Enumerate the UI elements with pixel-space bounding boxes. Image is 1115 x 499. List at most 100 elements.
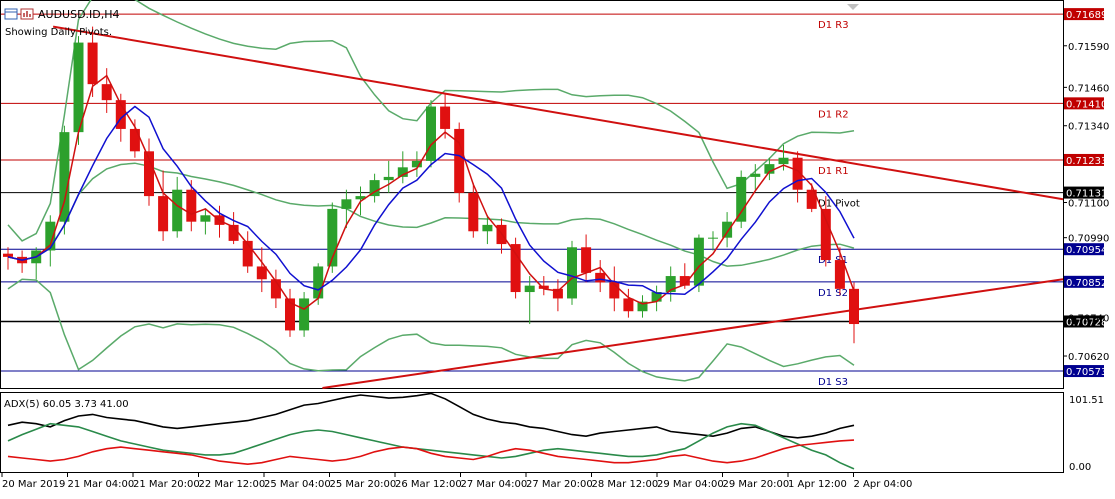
candle-body — [186, 189, 197, 222]
candle-body — [426, 106, 436, 161]
pivot-level-name: D1 R1 — [818, 166, 849, 177]
candle-body — [510, 244, 521, 293]
candle-body — [482, 224, 493, 232]
candle-body — [73, 42, 84, 133]
time-tick-label: 28 Mar 12:00 — [592, 479, 659, 490]
candle-body — [623, 298, 634, 312]
candle-body — [806, 189, 817, 209]
adx-label: ADX(5) 60.05 3.73 41.00 — [4, 399, 129, 410]
candle-body — [172, 189, 183, 232]
candle-body — [200, 215, 211, 222]
candle-body — [87, 42, 98, 85]
symbol-title: AUDUSD.ID,H4 — [38, 8, 120, 21]
candle-body — [552, 288, 563, 299]
pivot-level-tag — [1064, 275, 1104, 288]
candle-body — [693, 237, 704, 286]
candle-body — [256, 266, 267, 280]
adx-plus-di-line — [7, 422, 855, 470]
time-tick-label: 2 Apr 04:00 — [854, 479, 913, 490]
pivot-level-tag — [1064, 97, 1104, 110]
pivot-level-value: 0.70954 — [1066, 245, 1107, 256]
candle-body — [609, 282, 620, 299]
candle-body — [595, 272, 606, 283]
pivot-level-tag — [1064, 153, 1104, 166]
chart-shift-marker[interactable] — [847, 4, 859, 10]
price-tick-label: 0.71340 — [1068, 122, 1109, 133]
candle-body — [270, 279, 281, 299]
candle-body — [101, 84, 112, 101]
time-tick-label: 21 Mar 20:00 — [133, 479, 200, 490]
adx-main-line — [7, 392, 855, 439]
candle-body — [440, 106, 451, 129]
time-tick-label: 21 Mar 04:00 — [68, 479, 135, 490]
price-tick-label: 0.70990 — [1068, 234, 1109, 245]
pivot-level-name: D1 S3 — [818, 377, 848, 388]
candle-body — [651, 292, 662, 302]
candle-body — [764, 164, 775, 174]
pivot-level-tag — [1064, 186, 1104, 199]
time-tick-label: 25 Mar 04:00 — [264, 479, 331, 490]
candle-body — [538, 285, 549, 289]
price-tick-label: 0.70740 — [1068, 314, 1109, 325]
candle-body — [383, 176, 394, 181]
candle-body — [778, 157, 789, 165]
current-price-value: 0.70728 — [1066, 317, 1107, 328]
time-tick-label: 29 Mar 20:00 — [723, 479, 790, 490]
main-plot-frame — [0, 0, 1064, 389]
candle-body — [750, 173, 761, 177]
candle-body — [285, 298, 295, 331]
candle-body — [397, 167, 408, 177]
pivot-subtitle: Showing Daily Pivots. — [5, 27, 112, 38]
candle-body — [369, 180, 380, 197]
price-axis-layer: 0.71590 0.71460 0.71340 0.71100 0.70990 0.707… — [1063, 42, 1109, 363]
time-tick-label: 29 Mar 04:00 — [657, 479, 724, 490]
candle-body — [313, 266, 324, 299]
pivot-level-tag — [1064, 8, 1104, 21]
candle-body — [129, 128, 140, 152]
price-tick-label: 0.71100 — [1068, 198, 1109, 209]
candle-body — [581, 247, 592, 273]
candle-body — [708, 237, 718, 239]
adx-minus-di-line — [7, 439, 855, 466]
candle-body — [45, 221, 56, 251]
price-tick-label: 0.71590 — [1068, 42, 1109, 53]
candle-body — [637, 301, 648, 312]
time-tick-label: 22 Mar 12:00 — [199, 479, 266, 490]
moving-averages-layer — [7, 74, 855, 310]
candle-body — [115, 100, 126, 129]
candle-body — [355, 196, 366, 200]
adx-lines-layer — [7, 392, 855, 470]
candle-body — [59, 132, 70, 222]
current-price-tag — [1064, 315, 1104, 328]
candle-body — [411, 160, 422, 168]
pivot-level-name: D1 R3 — [818, 20, 849, 31]
pivot-level-tag — [1064, 365, 1104, 378]
time-tick-label: 27 Mar 04:00 — [461, 479, 528, 490]
candle-body — [341, 199, 352, 209]
pivot-level-value: 0.70852 — [1066, 278, 1107, 289]
candle-body — [144, 151, 154, 197]
candle-body — [327, 208, 338, 267]
candle-body — [468, 192, 479, 232]
time-tick-label: 1 Apr 12:00 — [788, 479, 847, 490]
indicator-scale-top: 101.51 — [1069, 395, 1104, 406]
pivot-level-value: 0.71233 — [1066, 156, 1107, 167]
candle-body — [849, 288, 859, 325]
candle-body — [524, 285, 535, 293]
candle-body — [299, 298, 310, 331]
pivot-level-value: 0.70573 — [1066, 367, 1107, 378]
window-icon[interactable] — [4, 8, 34, 20]
time-tick-label: 27 Mar 20:00 — [526, 479, 593, 490]
candle-body — [454, 128, 465, 193]
slow-ma-line — [7, 105, 855, 295]
time-tick-label: 26 Mar 12:00 — [395, 479, 462, 490]
candle-body — [665, 276, 676, 293]
fast-ma-line — [7, 74, 855, 310]
pivot-level-name: D1 R2 — [818, 109, 849, 120]
lower-band — [7, 278, 855, 382]
price-tick-label: 0.70620 — [1068, 352, 1109, 363]
pivot-level-value: 0.71410 — [1066, 99, 1107, 110]
